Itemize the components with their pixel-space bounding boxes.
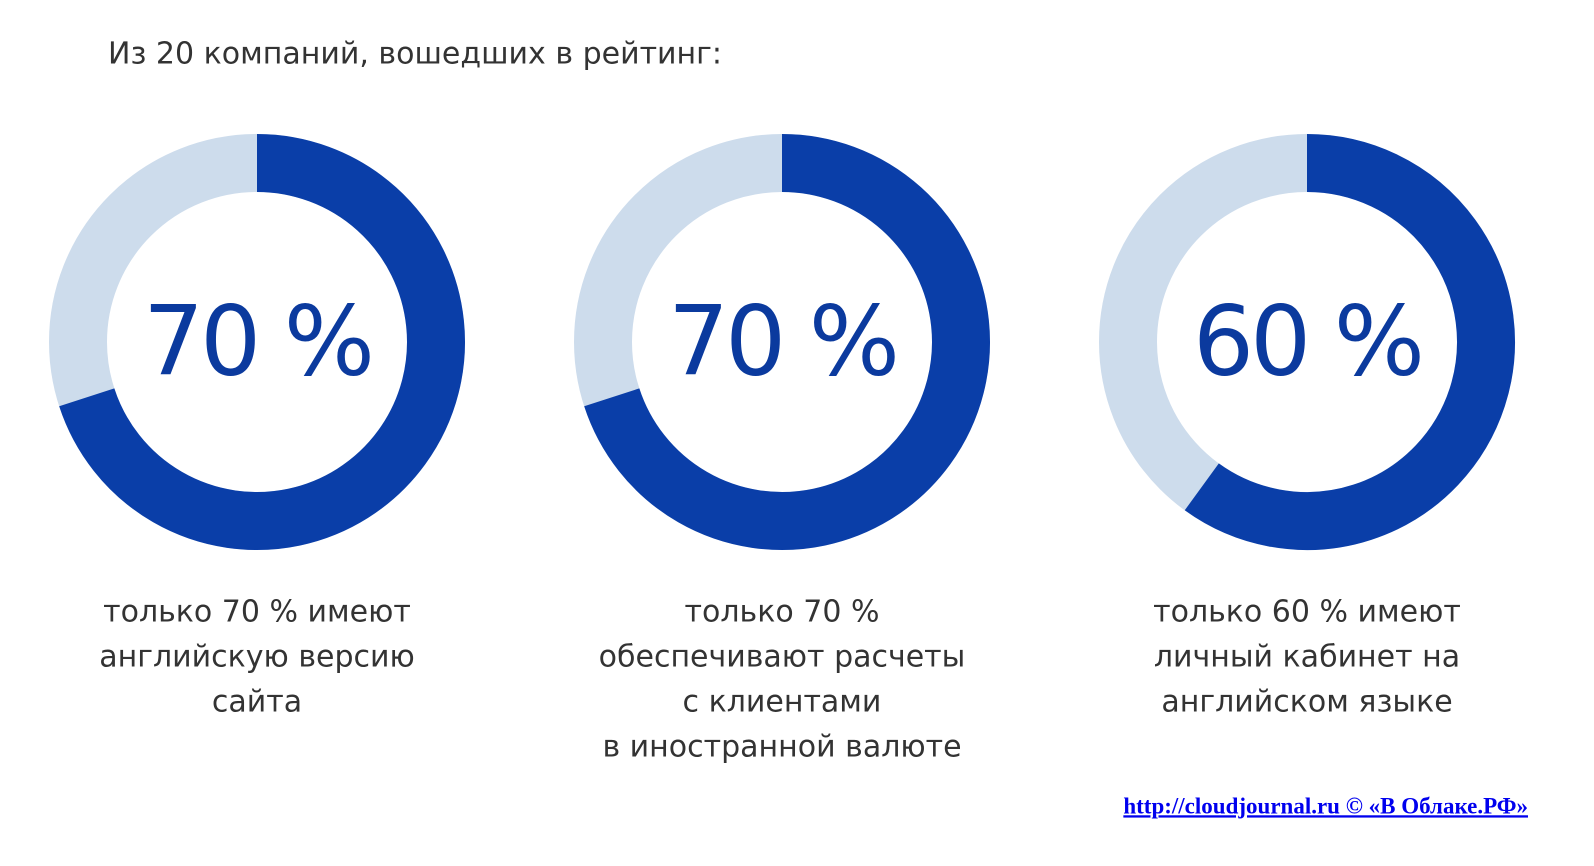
caption-line: в иностранной валюте xyxy=(602,730,961,765)
caption-line: только 60 % имеют xyxy=(1153,595,1461,630)
caption-line: английском языке xyxy=(1161,685,1452,720)
caption-line: только 70 % xyxy=(685,595,880,630)
caption-line: английскую версию xyxy=(99,640,415,675)
center-value-label: 70 % xyxy=(668,285,896,397)
caption-line: обеспечивают расчеты xyxy=(599,640,966,675)
caption-line: сайта xyxy=(212,685,302,720)
center-value-label: 70 % xyxy=(143,285,371,397)
page-title: Из 20 компаний, вошедших в рейтинг: xyxy=(108,37,722,72)
caption-line: личный кабинет на xyxy=(1154,640,1460,675)
donut-arc xyxy=(59,134,465,550)
caption-line: с клиентами xyxy=(683,685,882,720)
source-link[interactable]: http://cloudjournal.ru © «В Облаке.РФ» xyxy=(1123,793,1528,818)
donut-arc xyxy=(1184,134,1515,550)
caption-line: только 70 % имеют xyxy=(103,595,411,630)
donut-arc xyxy=(584,134,990,550)
center-value-label: 60 % xyxy=(1193,285,1421,397)
